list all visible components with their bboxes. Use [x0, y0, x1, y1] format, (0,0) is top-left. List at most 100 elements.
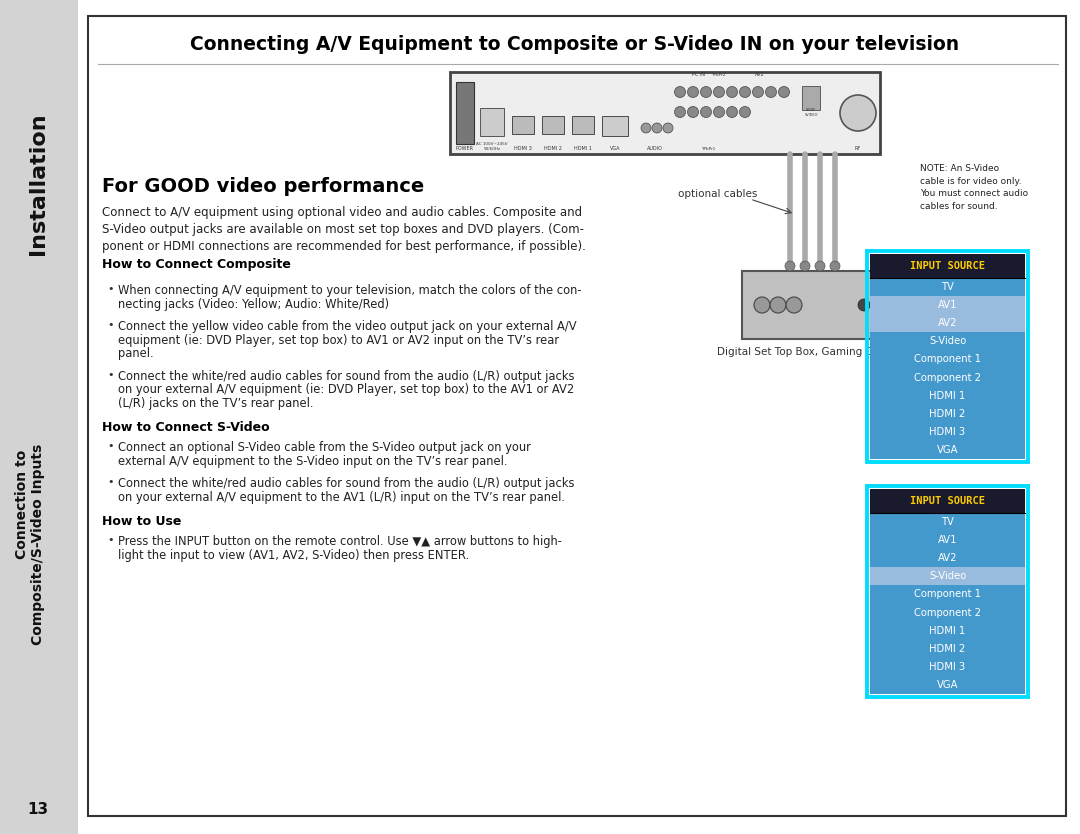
Circle shape [770, 297, 786, 313]
Circle shape [740, 107, 751, 118]
Text: Connect the yellow video cable from the video output jack on your external A/V: Connect the yellow video cable from the … [118, 320, 577, 333]
Text: AV1: AV1 [937, 535, 957, 545]
Circle shape [858, 299, 870, 311]
Circle shape [786, 297, 802, 313]
Circle shape [688, 87, 699, 98]
Bar [870, 296, 1025, 314]
Text: PC IN: PC IN [691, 72, 704, 77]
Text: HDMI 1: HDMI 1 [575, 146, 592, 151]
Circle shape [779, 87, 789, 98]
Circle shape [840, 95, 876, 131]
Text: Press the INPUT button on the remote control. Use ▼▲ arrow buttons to high-: Press the INPUT button on the remote con… [118, 535, 562, 548]
Text: How to Use: How to Use [102, 515, 181, 528]
Text: YPbPr1: YPbPr1 [701, 147, 715, 151]
Bar [450, 72, 880, 154]
Circle shape [675, 107, 686, 118]
Text: HDMI 2: HDMI 2 [930, 644, 966, 654]
Text: S-Video: S-Video [929, 336, 967, 346]
Text: VGA: VGA [610, 146, 620, 151]
Bar [742, 271, 882, 339]
Text: AV2: AV2 [937, 319, 957, 329]
Text: Installation: Installation [28, 113, 48, 255]
Text: •: • [107, 284, 113, 294]
Text: on your external A/V equipment to the AV1 (L/R) input on the TV’s rear panel.: on your external A/V equipment to the AV… [118, 490, 565, 504]
Text: Connect the white/red audio cables for sound from the audio (L/R) output jacks: Connect the white/red audio cables for s… [118, 369, 575, 383]
Text: HDMI 1: HDMI 1 [930, 626, 966, 636]
Text: AV1: AV1 [937, 300, 957, 310]
Circle shape [766, 87, 777, 98]
Text: TV REAR PANEL: TV REAR PANEL [784, 71, 876, 83]
Text: RF: RF [855, 146, 861, 151]
Bar [870, 567, 1025, 585]
Text: TV: TV [941, 282, 954, 292]
Text: Component 1: Component 1 [914, 590, 981, 600]
Circle shape [727, 87, 738, 98]
Circle shape [714, 107, 725, 118]
Circle shape [831, 261, 840, 271]
Text: HDMI 3: HDMI 3 [930, 662, 966, 672]
Circle shape [663, 123, 673, 133]
Bar [870, 489, 1025, 513]
Circle shape [652, 123, 662, 133]
Text: AV2: AV2 [755, 72, 765, 77]
Text: ponent or HDMI connections are recommended for best performance, if possible).: ponent or HDMI connections are recommend… [102, 239, 585, 253]
Text: necting jacks (Video: Yellow; Audio: White/Red): necting jacks (Video: Yellow; Audio: Whi… [118, 298, 389, 310]
Text: external A/V equipment to the S-Video input on the TV’s rear panel.: external A/V equipment to the S-Video in… [118, 455, 508, 468]
Bar [512, 116, 534, 134]
Text: AV2: AV2 [937, 553, 957, 563]
Text: VGA: VGA [936, 680, 958, 690]
Text: INPUT SOURCE: INPUT SOURCE [910, 496, 985, 506]
Text: Connection to: Connection to [15, 450, 29, 559]
Bar [480, 108, 504, 136]
Text: 13: 13 [27, 801, 49, 816]
Bar [602, 116, 627, 136]
Text: YPbPr2: YPbPr2 [711, 73, 725, 77]
Text: •: • [107, 535, 113, 545]
Text: SPDIF
SVIDEO: SPDIF SVIDEO [805, 108, 818, 117]
Circle shape [753, 87, 764, 98]
Text: How to Connect S-Video: How to Connect S-Video [102, 421, 270, 434]
Text: VGA: VGA [936, 445, 958, 455]
Text: •: • [107, 320, 113, 330]
Text: light the input to view (AV1, AV2, S-Video) then press ENTER.: light the input to view (AV1, AV2, S-Vid… [118, 549, 469, 561]
Text: POWER: POWER [456, 146, 474, 151]
Bar [870, 254, 1025, 278]
Text: optional cables: optional cables [678, 189, 758, 199]
Bar [802, 86, 820, 110]
Circle shape [727, 107, 738, 118]
Circle shape [701, 107, 712, 118]
Text: on your external A/V equipment (ie: DVD Player, set top box) to the AV1 or AV2: on your external A/V equipment (ie: DVD … [118, 383, 575, 396]
Text: Component 1: Component 1 [914, 354, 981, 364]
Bar [0, 0, 78, 834]
Text: Connect to A/V equipment using optional video and audio cables. Composite and: Connect to A/V equipment using optional … [102, 205, 582, 219]
Circle shape [800, 261, 810, 271]
Bar [870, 278, 1025, 459]
Text: AC 100V~245V
50/60Hz: AC 100V~245V 50/60Hz [476, 143, 508, 151]
Bar [867, 486, 1028, 697]
Circle shape [754, 297, 770, 313]
Circle shape [785, 261, 795, 271]
Text: TV: TV [941, 517, 954, 527]
Text: NOTE: An S-Video
cable is for video only.
You must connect audio
cables for soun: NOTE: An S-Video cable is for video only… [920, 164, 1028, 210]
Text: HDMI 2: HDMI 2 [930, 409, 966, 419]
Circle shape [688, 107, 699, 118]
Text: Component 2: Component 2 [914, 373, 981, 383]
Text: HDMI 3: HDMI 3 [514, 146, 532, 151]
Circle shape [675, 87, 686, 98]
Text: •: • [107, 369, 113, 379]
Text: •: • [107, 441, 113, 451]
Text: Composite/S-Video Inputs: Composite/S-Video Inputs [31, 444, 45, 645]
Text: Component 2: Component 2 [914, 607, 981, 617]
Bar [870, 314, 1025, 332]
Text: S-Video: S-Video [929, 571, 967, 581]
Bar [870, 513, 1025, 694]
Text: HDMI 2: HDMI 2 [544, 146, 562, 151]
Circle shape [815, 261, 825, 271]
Text: Connect the white/red audio cables for sound from the audio (L/R) output jacks: Connect the white/red audio cables for s… [118, 477, 575, 490]
Text: AUDIO: AUDIO [647, 146, 663, 151]
Text: equipment (ie: DVD Player, set top box) to AV1 or AV2 input on the TV’s rear: equipment (ie: DVD Player, set top box) … [118, 334, 559, 346]
Text: INPUT SOURCE: INPUT SOURCE [910, 261, 985, 271]
Text: panel.: panel. [118, 347, 153, 360]
Text: For GOOD video performance: For GOOD video performance [102, 177, 424, 195]
Bar [572, 116, 594, 134]
